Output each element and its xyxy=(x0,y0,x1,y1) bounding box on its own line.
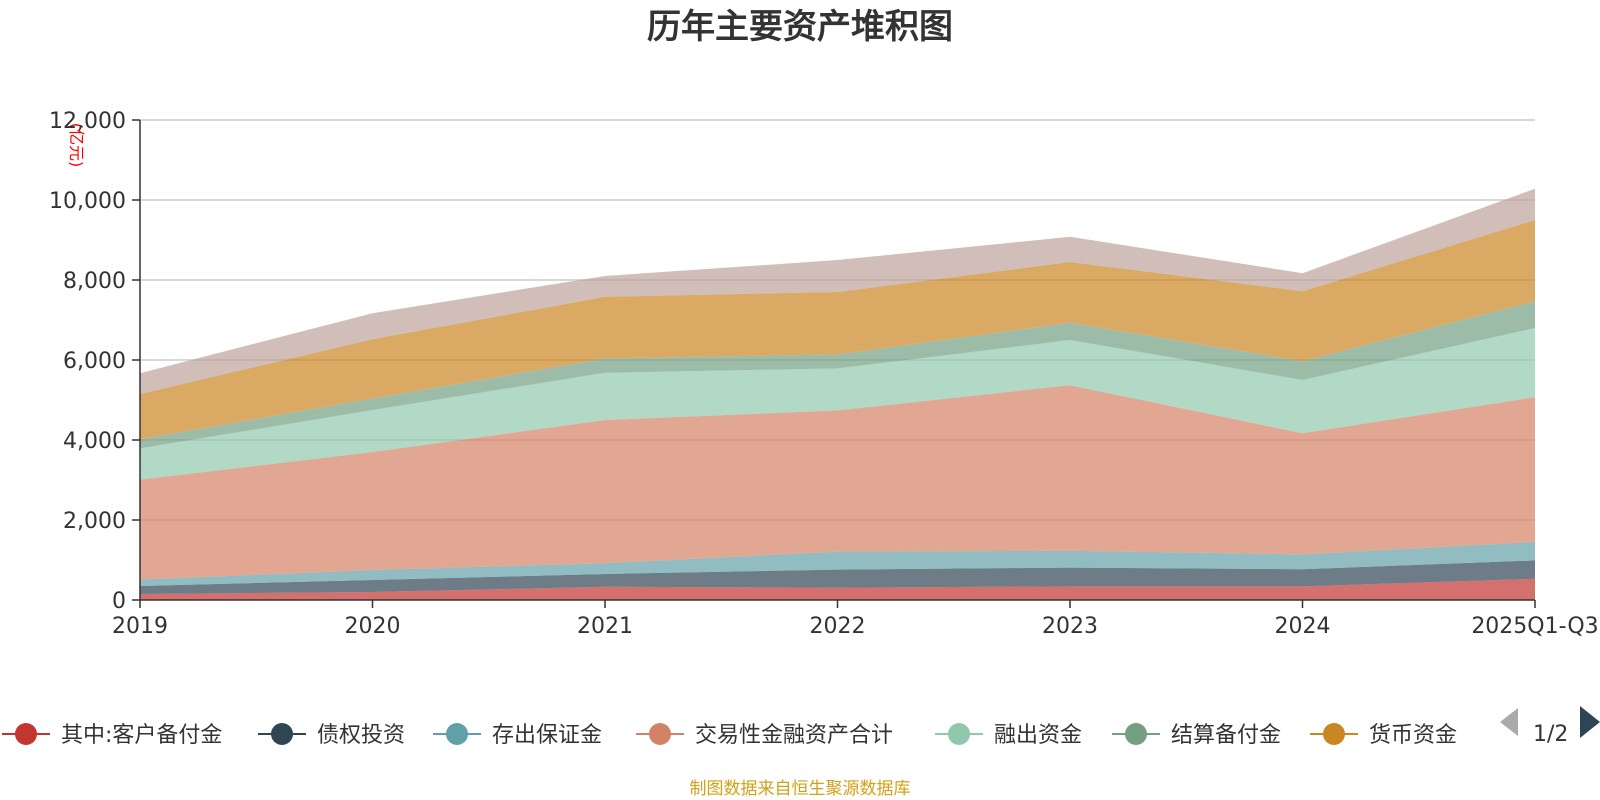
legend-item-4[interactable]: 融出资金 xyxy=(935,723,1082,748)
y-tick-label-5: 10,000 xyxy=(49,189,126,214)
legend-dot-marker-6 xyxy=(1323,723,1345,745)
legend-next-page-icon[interactable] xyxy=(1580,706,1600,738)
legend-page-indicator: 1/2 xyxy=(1533,722,1568,747)
legend-label-5: 结算备付金 xyxy=(1171,723,1281,748)
legend-dot-marker-0 xyxy=(15,723,37,745)
legend-item-3[interactable]: 交易性金融资产合计 xyxy=(636,723,893,748)
legend-dot-marker-2 xyxy=(446,723,468,745)
legend-dot-marker-4 xyxy=(948,723,970,745)
area-series-7[interactable] xyxy=(140,188,1535,394)
chart-title: 历年主要资产堆积图 xyxy=(647,7,953,47)
y-axis-unit: (亿元) xyxy=(67,123,86,168)
y-tick-label-0: 0 xyxy=(112,589,126,614)
area-series xyxy=(140,188,1535,600)
area-series-6[interactable] xyxy=(140,220,1535,440)
area-series-3[interactable] xyxy=(140,385,1535,580)
legend-item-6[interactable]: 货币资金 xyxy=(1310,723,1457,748)
legend[interactable]: 其中:客户备付金 债权投资 存出保证金 交易性金融资产合计 融出资金 结算备付金 货币资金 xyxy=(2,723,1457,748)
x-tick-label-4: 2023 xyxy=(1042,614,1098,639)
area-series-0[interactable] xyxy=(140,578,1535,600)
y-tick-label-3: 6,000 xyxy=(63,349,126,374)
y-tick-label-4: 8,000 xyxy=(63,269,126,294)
legend-prev-page-icon[interactable] xyxy=(1500,708,1518,736)
legend-label-6: 货币资金 xyxy=(1369,723,1457,748)
area-series-4[interactable] xyxy=(140,328,1535,480)
legend-label-2: 存出保证金 xyxy=(492,723,602,748)
x-tick-label-1: 2020 xyxy=(345,614,401,639)
x-tick-label-3: 2022 xyxy=(810,614,866,639)
legend-label-1: 债权投资 xyxy=(317,723,405,748)
x-tick-label-2: 2021 xyxy=(577,614,633,639)
legend-dot-marker-5 xyxy=(1125,723,1147,745)
area-series-2[interactable] xyxy=(140,542,1535,586)
legend-item-5[interactable]: 结算备付金 xyxy=(1112,723,1281,748)
x-tick-label-0: 2019 xyxy=(112,614,168,639)
legend-dot-marker-3 xyxy=(649,723,671,745)
y-tick-label-2: 4,000 xyxy=(63,429,126,454)
legend-item-1[interactable]: 债权投资 xyxy=(258,723,405,748)
legend-label-4: 融出资金 xyxy=(994,723,1082,748)
y-tick-label-1: 2,000 xyxy=(63,509,126,534)
axes: 0 2,000 4,000 6,000 8,000 10,000 12,000 2019 202… xyxy=(49,109,1599,639)
legend-dot-marker-1 xyxy=(271,723,293,745)
y-tick-label-6: 12,000 xyxy=(49,109,126,134)
data-source-note: 制图数据来自恒生聚源数据库 xyxy=(690,779,911,799)
legend-item-0[interactable]: 其中:客户备付金 xyxy=(2,723,222,748)
legend-item-2[interactable]: 存出保证金 xyxy=(433,723,602,748)
x-tick-label-5: 2024 xyxy=(1275,614,1331,639)
legend-label-0: 其中:客户备付金 xyxy=(61,723,222,748)
legend-label-3: 交易性金融资产合计 xyxy=(695,723,893,748)
area-series-1[interactable] xyxy=(140,560,1535,594)
legend-pager: 1/2 xyxy=(1500,706,1600,747)
x-tick-label-6: 2025Q1-Q3 xyxy=(1471,614,1598,639)
